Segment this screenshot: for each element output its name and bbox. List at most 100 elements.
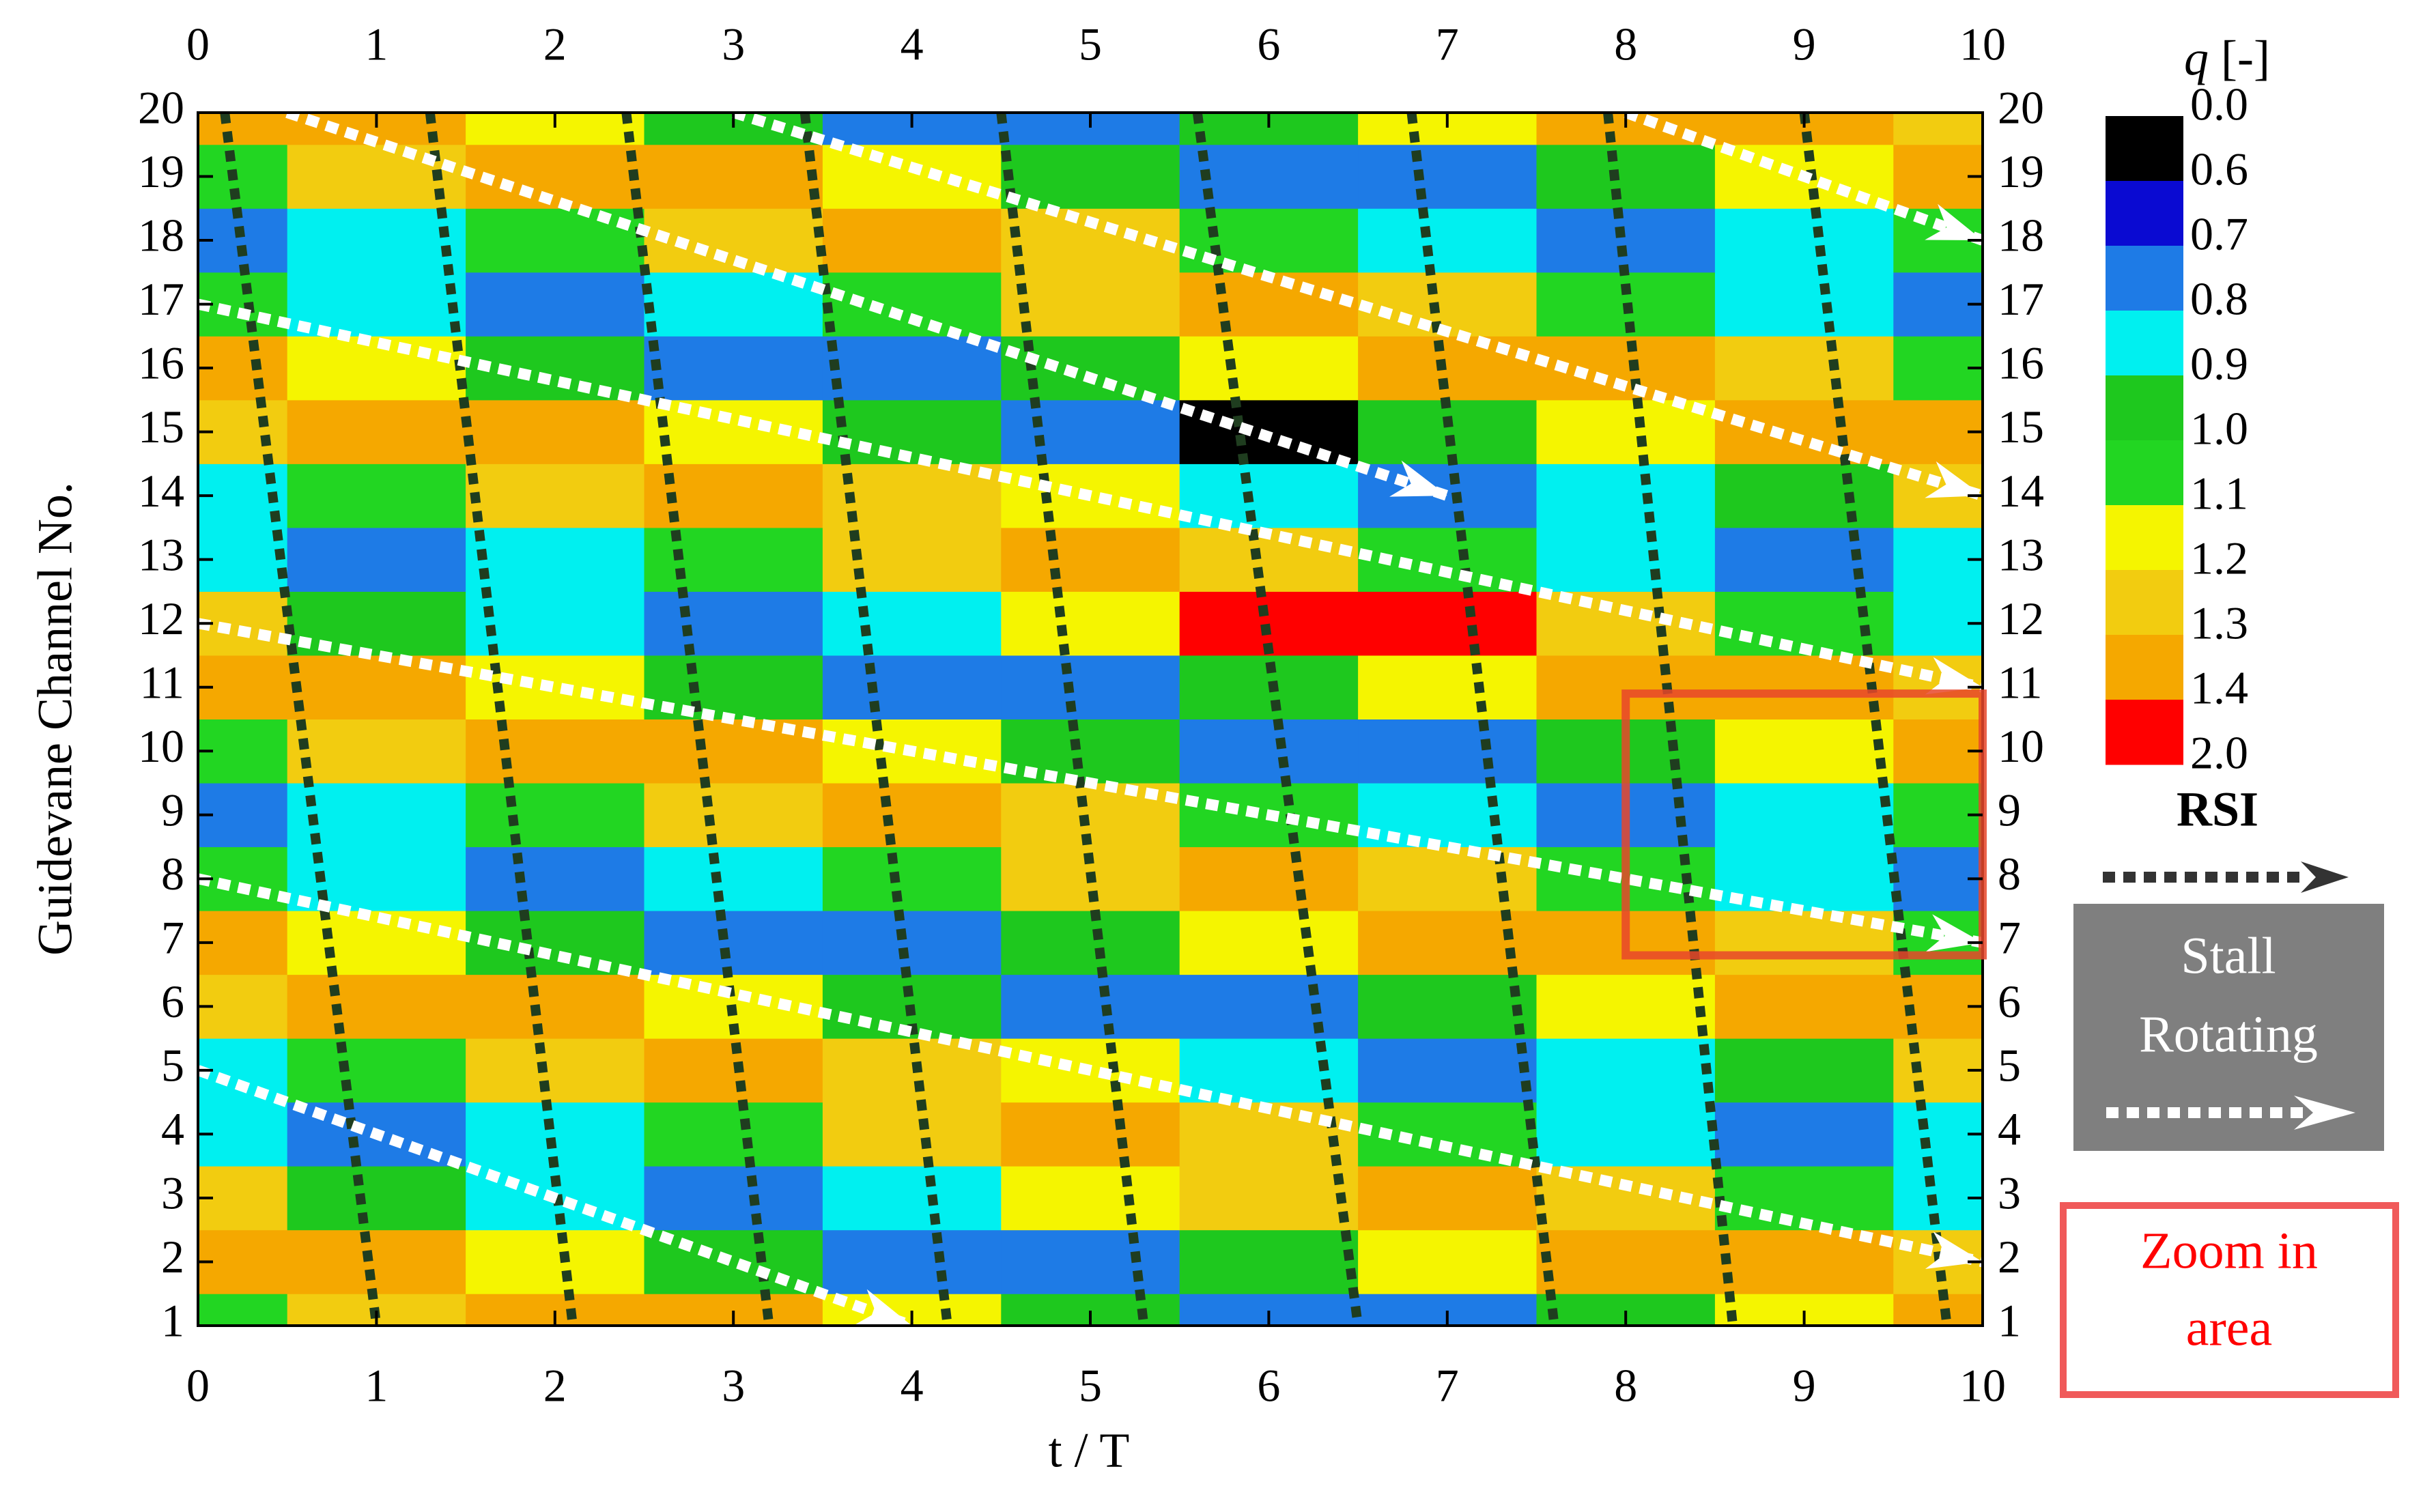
contour-cell bbox=[287, 911, 466, 975]
colorbar-segment bbox=[2106, 311, 2183, 376]
stall-line bbox=[198, 1065, 914, 1326]
contour-cell bbox=[287, 208, 466, 273]
y-tick-label: 12 bbox=[138, 593, 184, 644]
contour-cell bbox=[1536, 1102, 1716, 1167]
contour-cell bbox=[1893, 113, 1983, 145]
colorbar-segment bbox=[2106, 116, 2183, 182]
contour-cell bbox=[287, 655, 466, 719]
contour-cell bbox=[1358, 655, 1537, 719]
contour-cell bbox=[1536, 1229, 1716, 1294]
contour-cell bbox=[1179, 272, 1359, 337]
contour-cell bbox=[822, 911, 1002, 975]
y-tick-label: 6 bbox=[161, 975, 184, 1027]
y-tick-label-right: 20 bbox=[1998, 82, 2044, 134]
contour-cell bbox=[1536, 463, 1716, 528]
colorbar-label: 0.9 bbox=[2190, 338, 2248, 390]
contour-cell bbox=[1001, 911, 1180, 975]
stall-line bbox=[731, 113, 1983, 501]
y-tick-label-right: 12 bbox=[1998, 593, 2044, 644]
contour-cell bbox=[822, 1229, 1002, 1294]
x-tick-label: 1 bbox=[365, 1360, 388, 1412]
contour-cell bbox=[1536, 399, 1716, 464]
contour-cell bbox=[1358, 974, 1537, 1039]
contour-cell bbox=[1358, 719, 1537, 784]
colorbar-label: 1.4 bbox=[2190, 662, 2248, 714]
y-tick-label-right: 18 bbox=[1998, 210, 2044, 261]
contour-cell bbox=[1179, 336, 1359, 401]
contour-cell bbox=[287, 527, 466, 592]
colorbar-label: 0.0 bbox=[2190, 79, 2248, 130]
stall-line bbox=[198, 618, 1983, 948]
rsi-line bbox=[799, 113, 952, 1326]
y-tick-label: 10 bbox=[138, 720, 184, 772]
contour-field bbox=[198, 113, 1983, 1326]
contour-cell bbox=[466, 144, 644, 209]
y-tick-label-right: 10 bbox=[1998, 720, 2044, 772]
y-tick-label-right: 11 bbox=[1998, 656, 2042, 708]
colorbar-label: 2.0 bbox=[2190, 727, 2248, 779]
contour-cell bbox=[466, 208, 644, 273]
contour-cell bbox=[1893, 1294, 1983, 1326]
contour-cell bbox=[1001, 527, 1180, 592]
contour-cell bbox=[822, 1166, 1002, 1231]
y-tick-label: 7 bbox=[161, 911, 184, 963]
y-tick-label-right: 15 bbox=[1998, 401, 2044, 453]
contour-cell bbox=[198, 113, 288, 145]
contour-cell bbox=[1714, 208, 1894, 273]
contour-cell bbox=[287, 399, 466, 464]
colorbar-label: 1.0 bbox=[2190, 403, 2248, 455]
contour-cell bbox=[1358, 783, 1537, 848]
x-tick-label: 0 bbox=[186, 1360, 210, 1412]
stall-arrow bbox=[1925, 1231, 1983, 1270]
contour-cell bbox=[1358, 1038, 1537, 1103]
contour-cell bbox=[1179, 974, 1359, 1039]
y-tick-label-right: 13 bbox=[1998, 528, 2044, 580]
colorbar-segment bbox=[2106, 375, 2183, 441]
stall-arrow bbox=[1925, 657, 1983, 695]
x-tick-label: 3 bbox=[722, 1360, 745, 1412]
y-tick-label: 15 bbox=[138, 401, 184, 453]
contour-cell bbox=[822, 655, 1002, 719]
y-tick-label-right: 6 bbox=[1998, 975, 2021, 1027]
y-tick-label: 8 bbox=[161, 848, 184, 900]
colorbar-label: 1.2 bbox=[2190, 532, 2248, 584]
contour-cell bbox=[644, 719, 823, 784]
contour-cell bbox=[1536, 527, 1716, 592]
rsi-line bbox=[996, 113, 1149, 1326]
y-tick-label: 17 bbox=[138, 273, 184, 325]
rsi-line bbox=[1799, 113, 1952, 1326]
contour-cell bbox=[1179, 1166, 1359, 1231]
contour-cell bbox=[1358, 1166, 1537, 1231]
contour-cell bbox=[466, 1038, 644, 1103]
stall-legend-label: Stall bbox=[2181, 927, 2276, 984]
stall-arrow bbox=[1925, 203, 1983, 241]
contour-cell bbox=[466, 911, 644, 975]
y-tick-label: 2 bbox=[161, 1231, 184, 1283]
colorbar-label: 0.7 bbox=[2190, 208, 2248, 260]
contour-cell bbox=[1714, 846, 1894, 911]
contour-cell bbox=[644, 846, 823, 911]
rsi-line bbox=[1192, 113, 1363, 1326]
y-tick-label-right: 17 bbox=[1998, 273, 2044, 325]
zoom-legend-label: Zoom in bbox=[2140, 1222, 2318, 1279]
y-tick-label: 5 bbox=[161, 1040, 184, 1092]
stall-legend-arrow bbox=[2294, 1096, 2355, 1130]
contour-cell bbox=[1714, 911, 1894, 975]
contour-cell bbox=[1714, 1102, 1894, 1167]
contour-cell bbox=[822, 783, 1002, 848]
colorbar-symbol: q bbox=[2184, 31, 2209, 85]
annotation-lines bbox=[198, 113, 1983, 1326]
contour-cell bbox=[1358, 208, 1537, 273]
colorbar-label: 1.1 bbox=[2190, 468, 2248, 519]
colorbar-segment bbox=[2106, 440, 2183, 506]
x-tick-label-top: 4 bbox=[901, 18, 924, 70]
contour-cell bbox=[1001, 1229, 1180, 1294]
contour-cell bbox=[1714, 336, 1894, 401]
y-axis-title: Guidevane Channel No. bbox=[28, 482, 83, 956]
contour-cell bbox=[644, 1102, 823, 1167]
contour-cell bbox=[1714, 399, 1894, 464]
y-tick-label: 20 bbox=[138, 82, 184, 134]
contour-cell bbox=[287, 1229, 466, 1294]
contour-cell bbox=[822, 591, 1002, 656]
contour-cell bbox=[822, 272, 1002, 337]
